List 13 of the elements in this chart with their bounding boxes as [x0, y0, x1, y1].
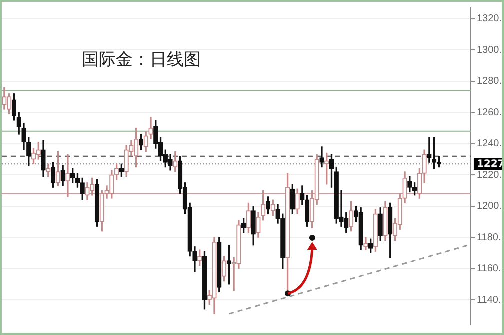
y-tick-label: 1140.	[476, 294, 502, 306]
candlestick	[427, 137, 432, 163]
y-tick-label: 1200.	[476, 201, 502, 212]
y-tick-label: 1300.	[476, 44, 502, 56]
y-tick-label: 1320.	[476, 14, 502, 25]
text: 国际金：日线图	[82, 49, 201, 71]
y-tick-label: 1280.	[476, 76, 502, 88]
y-tick-label: 1160.	[476, 264, 502, 275]
y-tick-label: 1180.	[476, 232, 502, 244]
y-tick-label: 1260.	[476, 107, 502, 118]
y-tick-label: 1240.	[476, 138, 502, 150]
y-tick-label: 1220.	[476, 170, 502, 181]
candlestick	[66, 154, 70, 198]
